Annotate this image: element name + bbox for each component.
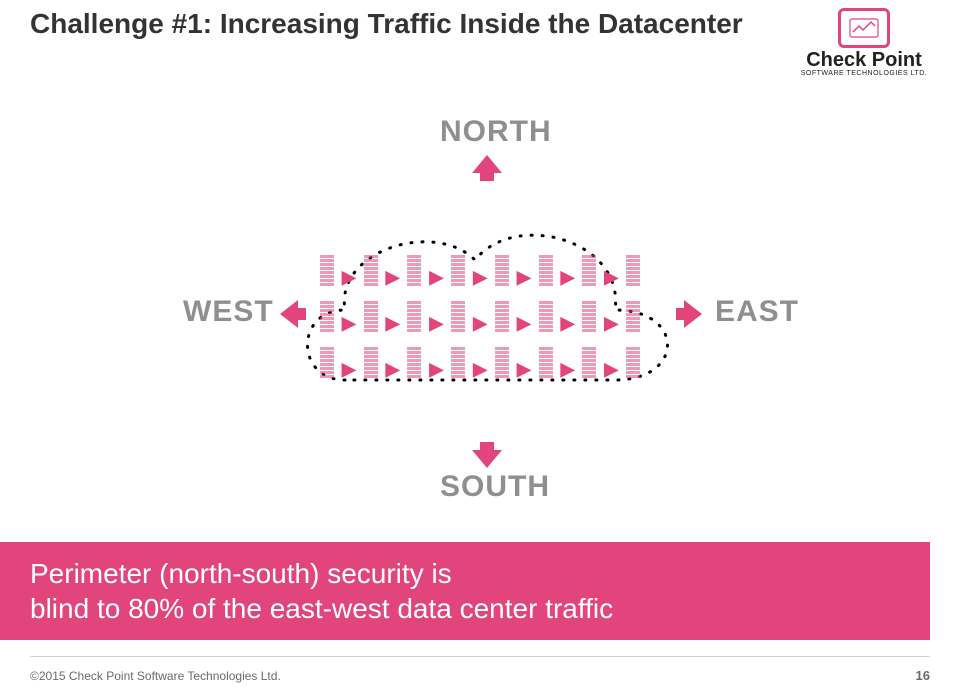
ew-arrow-icon: ▶: [429, 301, 443, 345]
ew-arrow-icon: ▶: [604, 255, 618, 299]
logo-sub: SOFTWARE TECHNOLOGIES LTD.: [794, 70, 934, 77]
page-number: 16: [916, 668, 930, 683]
server-rack-icon: [320, 301, 334, 345]
ew-arrow-icon: ▶: [386, 301, 400, 345]
label-south: SOUTH: [440, 470, 550, 504]
footer-copyright: ©2015 Check Point Software Technologies …: [30, 669, 281, 683]
rack-row: ▶ ▶ ▶ ▶ ▶ ▶ ▶: [320, 347, 640, 391]
footer-rule: [30, 656, 930, 657]
server-rack-icon: [582, 255, 596, 299]
label-east: EAST: [715, 295, 799, 329]
ew-arrow-icon: ▶: [342, 301, 356, 345]
checkpoint-logo: Check Point SOFTWARE TECHNOLOGIES LTD.: [794, 8, 934, 77]
ew-arrow-icon: ▶: [429, 347, 443, 391]
ew-arrow-icon: ▶: [517, 301, 531, 345]
server-rack-icon: [539, 301, 553, 345]
server-rack-icon: [364, 347, 378, 391]
rack-grid: ▶▶▶▶▶▶▶▶▶▶▶▶▶▶▶▶▶▶▶▶▶: [320, 255, 640, 393]
ew-arrow-icon: ▶: [561, 255, 575, 299]
server-rack-icon: [539, 255, 553, 299]
ew-arrow-icon: ▶: [386, 347, 400, 391]
server-rack-icon: [495, 255, 509, 299]
server-rack-icon: [320, 347, 334, 391]
logo-icon: [838, 8, 890, 48]
slide-title: Challenge #1: Increasing Traffic Inside …: [30, 8, 743, 40]
label-north: NORTH: [440, 115, 552, 149]
ew-arrow-icon: ▶: [517, 255, 531, 299]
ew-arrow-icon: ▶: [342, 255, 356, 299]
ew-arrow-icon: ▶: [473, 255, 487, 299]
logo-name: Check Point: [794, 50, 934, 70]
slide: { "title": "Challenge #1: Increasing Tra…: [0, 0, 960, 697]
server-rack-icon: [364, 301, 378, 345]
ew-arrow-icon: ▶: [473, 347, 487, 391]
ew-arrow-icon: ▶: [604, 301, 618, 345]
ew-arrow-icon: ▶: [473, 301, 487, 345]
server-rack-icon: [582, 301, 596, 345]
server-rack-icon: [539, 347, 553, 391]
ew-arrow-icon: ▶: [342, 347, 356, 391]
server-rack-icon: [407, 255, 421, 299]
banner-line2: blind to 80% of the east-west data cente…: [30, 591, 750, 626]
callout-banner-right: [740, 542, 930, 640]
banner-line1: Perimeter (north-south) security is: [30, 556, 750, 591]
ew-arrow-icon: ▶: [429, 255, 443, 299]
ew-arrow-icon: ▶: [604, 347, 618, 391]
rack-row: ▶ ▶ ▶ ▶ ▶ ▶ ▶: [320, 301, 640, 345]
arrow-south-icon: [472, 442, 502, 468]
server-rack-icon: [626, 347, 640, 391]
server-rack-icon: [451, 301, 465, 345]
rack-row: ▶ ▶ ▶ ▶ ▶ ▶ ▶: [320, 255, 640, 299]
callout-banner: Perimeter (north-south) security is blin…: [0, 542, 750, 640]
server-rack-icon: [451, 347, 465, 391]
label-west: WEST: [183, 295, 274, 329]
ew-arrow-icon: ▶: [517, 347, 531, 391]
server-rack-icon: [495, 301, 509, 345]
server-rack-icon: [626, 301, 640, 345]
server-rack-icon: [451, 255, 465, 299]
server-rack-icon: [495, 347, 509, 391]
ew-arrow-icon: ▶: [561, 347, 575, 391]
server-rack-icon: [364, 255, 378, 299]
server-rack-icon: [320, 255, 334, 299]
ew-arrow-icon: ▶: [561, 301, 575, 345]
server-rack-icon: [407, 301, 421, 345]
server-rack-icon: [626, 255, 640, 299]
ew-arrow-icon: ▶: [386, 255, 400, 299]
server-rack-icon: [407, 347, 421, 391]
server-rack-icon: [582, 347, 596, 391]
